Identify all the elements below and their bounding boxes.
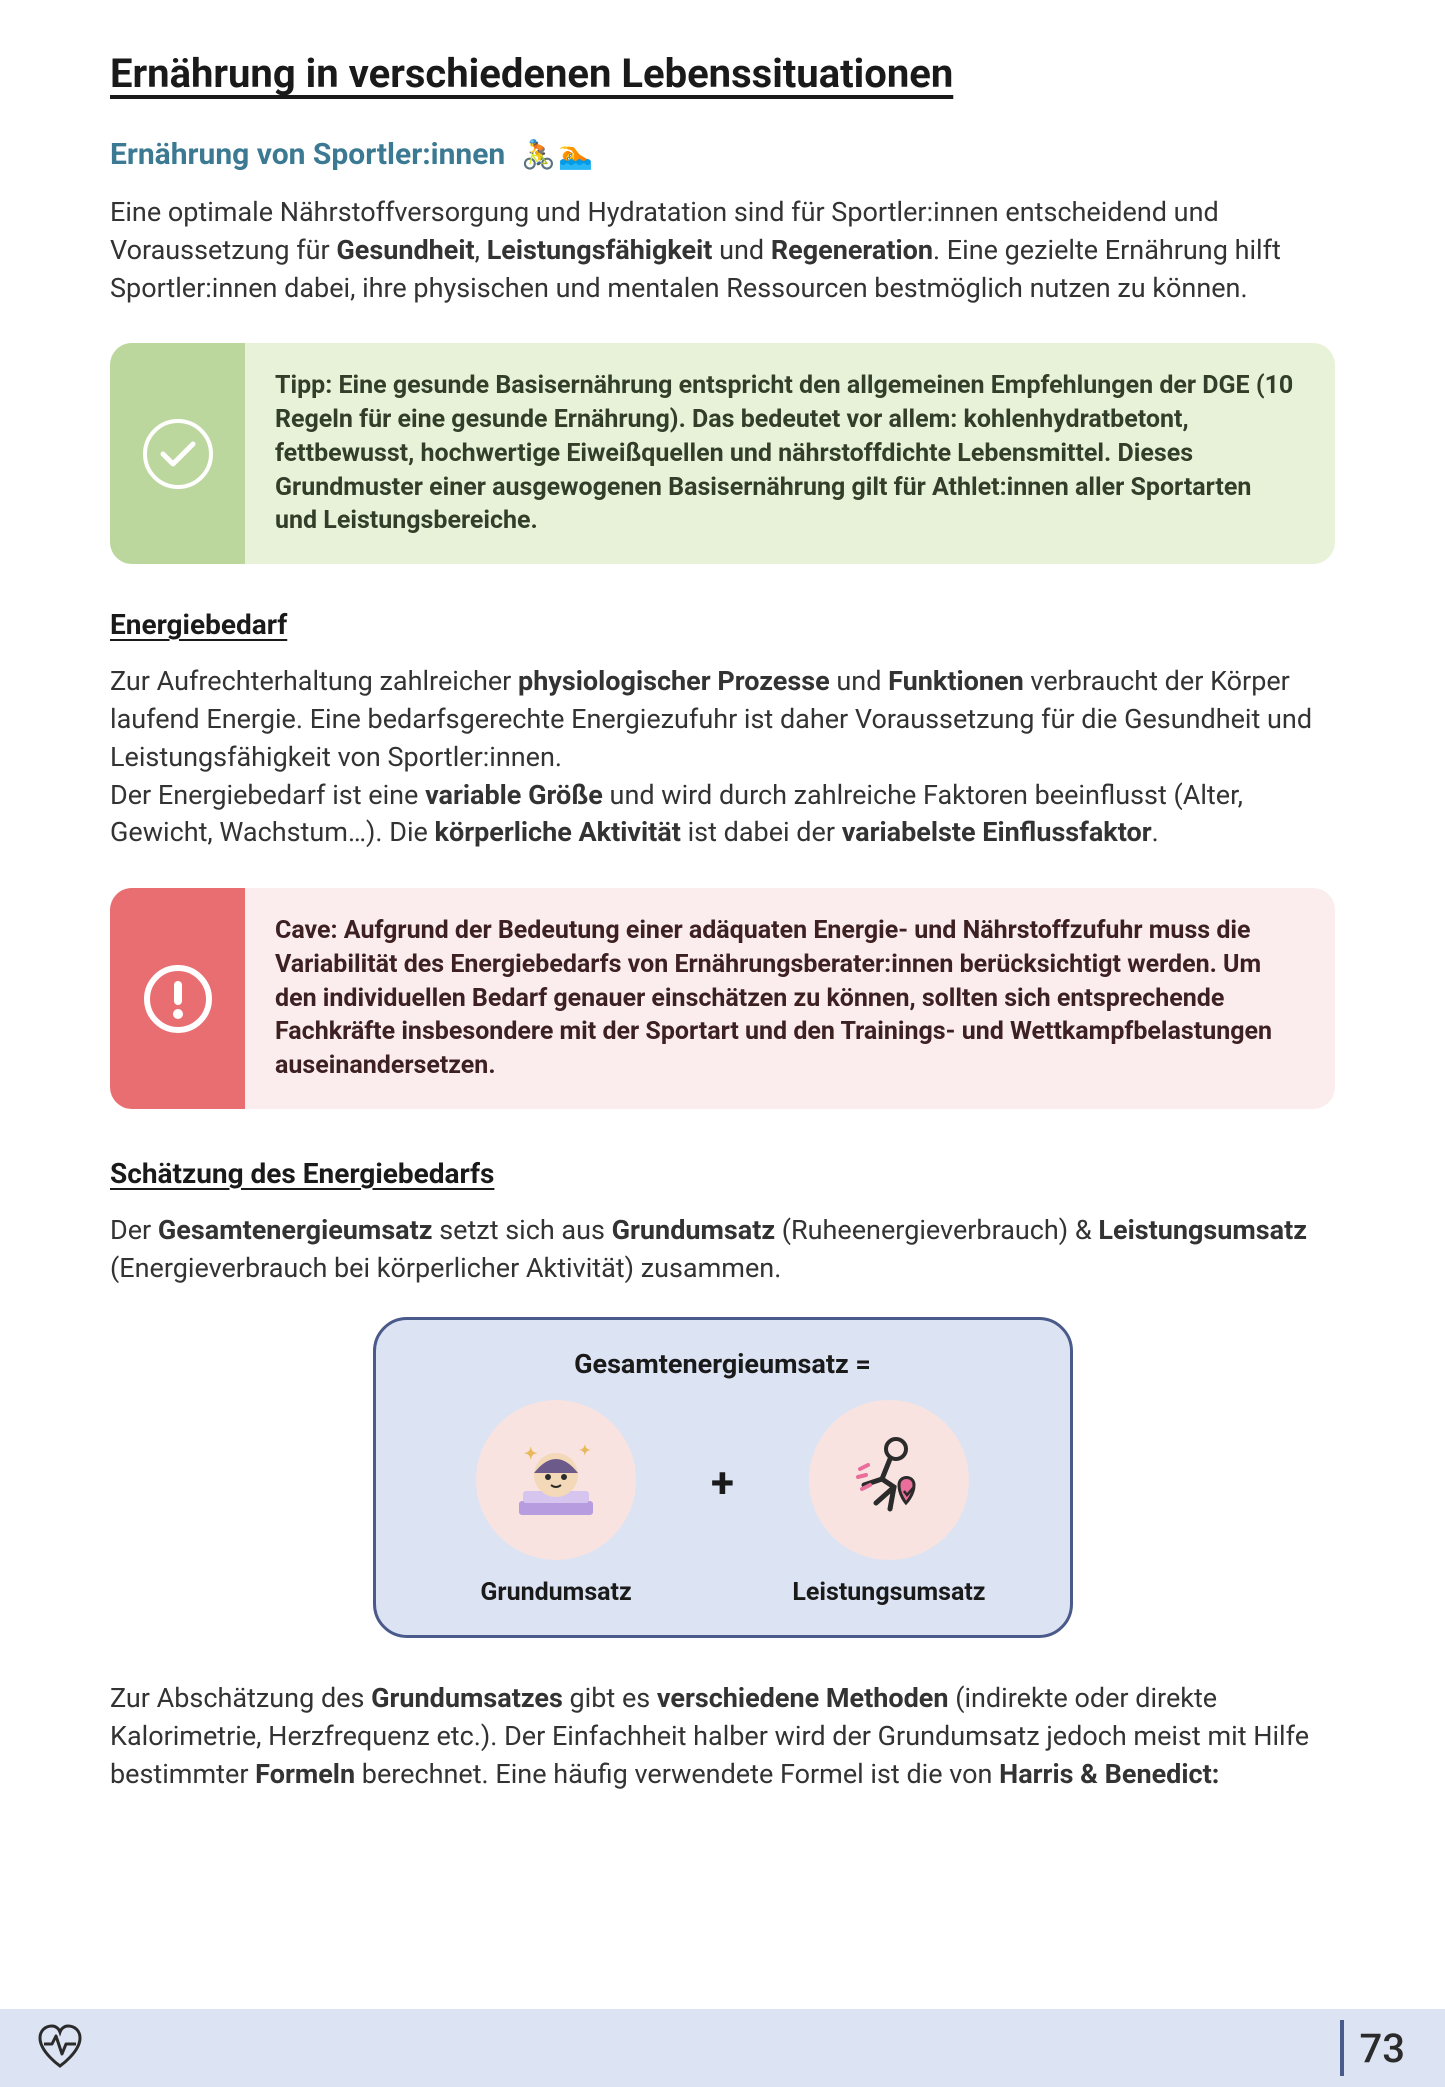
cave-callout: Cave: Aufgrund der Bedeutung einer adäqu… [110,888,1335,1109]
text: Zur Aufrechterhaltung zahlreicher [110,665,518,697]
schaetzung-heading: Schätzung des Energiebedarfs [110,1157,1335,1190]
bold-text: Harris & Benedict: [999,1758,1219,1790]
subtitle-row: Ernährung von Sportler:innen 🚴🏊 [110,137,1335,172]
leistungsumsatz-label: Leistungsumsatz [792,1578,985,1607]
bold-text: Funktionen [888,665,1024,697]
closing-paragraph: Zur Abschätzung des Grundumsatzes gibt e… [110,1680,1335,1793]
bold-text: variabelste Einflussfaktor [842,816,1152,848]
text: Zur Abschätzung des [110,1682,371,1714]
bold-text: variable Größe [425,779,603,811]
page-number-box: 73 [1340,2020,1405,2076]
bold-text: körperliche Aktivität [435,816,681,848]
page-content: Ernährung in verschiedenen Lebenssituati… [0,0,1445,1794]
text: Der [110,1214,158,1246]
text: ist dabei der [681,816,842,848]
bold-text: Gesundheit [336,234,474,266]
warning-icon [110,888,245,1109]
sport-emojis: 🚴🏊 [521,138,595,171]
check-icon [110,343,245,564]
grundumsatz-label: Grundumsatz [480,1578,631,1607]
schaetzung-paragraph: Der Gesamtenergieumsatz setzt sich aus G… [110,1212,1335,1288]
energiebedarf-paragraph: Zur Aufrechterhaltung zahlreicher physio… [110,663,1335,852]
text: gibt es [563,1682,657,1714]
heartbeat-icon [32,2018,88,2078]
formula-row: ✦ ✦ Grundumsatz + [396,1400,1050,1607]
tip-callout: Tipp: Eine gesunde Basisernährung entspr… [110,343,1335,564]
formula-diagram: Gesamtenergieumsatz = ✦ ✦ [373,1317,1073,1638]
text: setzt sich aus [433,1214,612,1246]
formula-title: Gesamtenergieumsatz = [396,1348,1050,1380]
svg-text:✦: ✦ [579,1443,591,1459]
energiebedarf-heading: Energiebedarf [110,608,1335,641]
formula-leistungsumsatz: Leistungsumsatz [764,1400,1014,1607]
svg-text:✦: ✦ [524,1444,537,1463]
bold-text: Regeneration [771,234,933,266]
sleep-icon: ✦ ✦ [476,1400,636,1560]
page-footer: 73 [0,2009,1445,2087]
text: und [830,665,888,697]
bold-text: Grundumsatzes [371,1682,563,1714]
text: berechnet. Eine häufig verwendete Formel… [355,1758,999,1790]
bold-text: verschiedene Methoden [657,1682,949,1714]
section-subtitle: Ernährung von Sportler:innen [110,137,505,172]
bold-text: Gesamtenergieumsatz [158,1214,433,1246]
intro-paragraph: Eine optimale Nährstoffversorgung und Hy… [110,194,1335,307]
text: (Ruheenergieverbrauch) & [775,1214,1098,1246]
text: Der Energiebedarf ist eine [110,779,425,811]
bold-text: Leistungsfähigkeit [487,234,713,266]
text: . [1152,816,1159,848]
bold-text: Grundumsatz [612,1214,775,1246]
activity-icon [809,1400,969,1560]
tip-text: Tipp: Eine gesunde Basisernährung entspr… [245,343,1335,564]
formula-grundumsatz: ✦ ✦ Grundumsatz [431,1400,681,1607]
page-title: Ernährung in verschiedenen Lebenssituati… [110,50,1335,97]
text: und [712,234,770,266]
cave-text: Cave: Aufgrund der Bedeutung einer adäqu… [245,888,1335,1109]
text: (Energieverbrauch bei körperlicher Aktiv… [110,1252,781,1284]
bold-text: physiologischer Prozesse [518,665,830,697]
text: , [475,234,487,266]
bold-text: Leistungsumsatz [1098,1214,1307,1246]
page-number: 73 [1360,2025,1405,2072]
plus-sign: + [711,1459,734,1508]
bold-text: Formeln [255,1758,355,1790]
